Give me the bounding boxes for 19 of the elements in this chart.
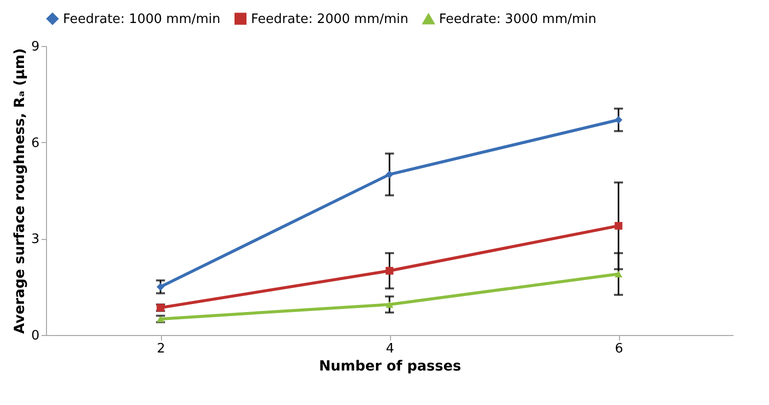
legend-label: Feedrate: 1000 mm/min xyxy=(63,12,220,27)
y-tick-label: 9 xyxy=(31,40,40,54)
point xyxy=(156,282,164,291)
point xyxy=(614,222,622,230)
x-tick-label: 6 xyxy=(614,342,624,356)
point xyxy=(386,170,394,178)
point xyxy=(386,266,394,275)
y-tick-label: 6 xyxy=(31,136,40,151)
x-axis-title: Number of passes xyxy=(318,358,462,374)
x-tick-label: 2 xyxy=(156,342,166,356)
y-axis-title: Average surface roughness, Rₐ (µm) xyxy=(12,48,28,334)
legend-label: Feedrate: 2000 mm/min xyxy=(251,12,408,27)
point xyxy=(614,270,622,278)
y-tick-label: 3 xyxy=(31,232,40,248)
x-tick-label: 4 xyxy=(386,342,394,356)
y-tick-label: 0 xyxy=(31,328,40,344)
legend-label: Feedrate: 3000 mm/min xyxy=(439,12,596,28)
point xyxy=(614,116,622,124)
point xyxy=(386,301,394,308)
